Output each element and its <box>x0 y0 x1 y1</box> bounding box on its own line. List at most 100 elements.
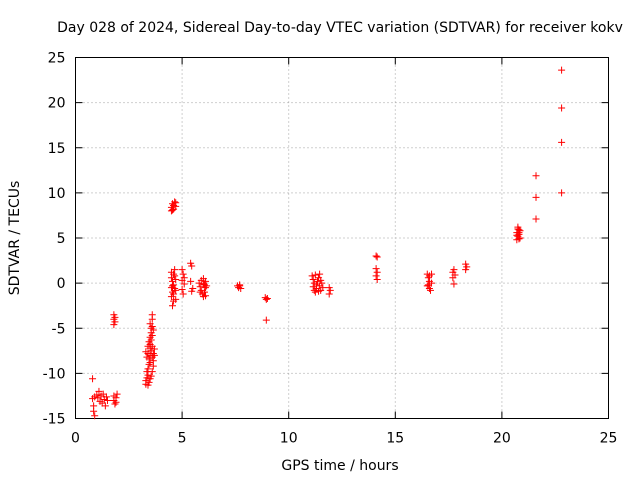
data-point <box>188 262 196 270</box>
data-point <box>450 280 458 288</box>
grid-lines <box>75 57 609 419</box>
data-point <box>95 387 103 395</box>
data-point <box>262 316 270 324</box>
data-point <box>172 199 180 207</box>
data-point <box>94 394 102 402</box>
data-point <box>428 279 436 287</box>
data-series-sdtvar <box>89 66 566 420</box>
data-point <box>451 271 459 279</box>
data-point <box>150 345 158 353</box>
y-axis-tick-labels: -15 -10 -5 0 5 10 15 20 25 <box>43 51 66 428</box>
data-point <box>514 225 522 233</box>
x-axis-tick-labels: 0 5 10 15 20 25 <box>71 431 617 447</box>
data-point <box>197 276 205 284</box>
data-point <box>424 281 432 289</box>
data-point <box>171 266 179 274</box>
data-point <box>172 276 180 284</box>
data-point <box>178 266 186 274</box>
data-point <box>111 318 119 326</box>
data-point <box>558 189 566 197</box>
data-point <box>263 294 271 302</box>
data-point <box>325 290 333 298</box>
data-point <box>462 266 470 274</box>
data-point <box>309 276 317 284</box>
data-point <box>372 272 380 280</box>
data-point <box>237 285 245 293</box>
y-tick-label: 10 <box>48 186 66 202</box>
data-point <box>558 66 566 74</box>
data-point <box>558 104 566 112</box>
data-point <box>199 280 207 288</box>
y-tick-label: 5 <box>57 231 66 247</box>
data-point <box>167 274 175 282</box>
chart-title: Day 028 of 2024, Sidereal Day-to-day VTE… <box>57 20 623 36</box>
y-tick-label: 25 <box>48 51 66 67</box>
data-point <box>148 322 156 330</box>
plot-frame <box>75 57 609 419</box>
data-point <box>148 368 156 376</box>
y-tick-label: 20 <box>48 96 66 112</box>
data-point <box>236 281 244 289</box>
data-point <box>203 282 211 290</box>
data-point <box>180 280 188 288</box>
data-point <box>262 295 270 303</box>
data-point <box>144 342 152 350</box>
data-point <box>196 288 204 296</box>
data-point <box>171 285 179 293</box>
data-point <box>450 266 458 274</box>
data-point <box>172 295 180 303</box>
data-point <box>515 229 523 237</box>
data-point <box>311 271 319 279</box>
data-point <box>317 286 325 294</box>
data-point <box>144 365 152 373</box>
x-tick-label: 10 <box>280 431 298 447</box>
data-point <box>197 286 205 294</box>
data-point <box>311 288 319 296</box>
data-point <box>170 281 178 289</box>
data-point <box>316 270 324 278</box>
y-tick-label: -15 <box>43 412 66 428</box>
data-point <box>171 272 179 280</box>
data-point <box>169 302 177 310</box>
data-point <box>179 270 187 278</box>
y-tick-label: 15 <box>48 141 66 157</box>
data-point <box>187 277 195 285</box>
data-point <box>101 402 109 410</box>
x-axis-label: GPS time / hours <box>281 458 398 474</box>
x-tick-label: 25 <box>600 431 618 447</box>
data-point <box>91 412 99 420</box>
data-point <box>148 311 156 319</box>
data-point <box>423 282 431 290</box>
data-point <box>169 206 177 214</box>
data-point <box>532 193 540 201</box>
y-tick-label: -5 <box>52 321 66 337</box>
data-point <box>372 265 380 273</box>
data-point <box>426 286 434 294</box>
data-point <box>373 268 381 276</box>
data-point <box>113 390 121 398</box>
y-tick-label: 0 <box>57 276 66 292</box>
data-point <box>150 351 158 359</box>
data-point <box>142 348 150 356</box>
data-point <box>532 215 540 223</box>
data-point <box>312 281 320 289</box>
data-point <box>373 253 381 261</box>
data-point <box>169 288 177 296</box>
data-point <box>171 198 179 206</box>
data-point <box>318 279 326 287</box>
data-point <box>170 270 178 278</box>
axis-ticks <box>75 57 609 419</box>
data-point <box>144 371 152 379</box>
data-point <box>309 283 317 291</box>
data-point <box>532 172 540 180</box>
data-point <box>149 326 157 334</box>
x-tick-label: 0 <box>71 431 80 447</box>
data-point <box>170 290 178 298</box>
data-point <box>189 285 197 293</box>
data-point <box>202 292 210 300</box>
data-point <box>144 381 152 389</box>
y-axis-label: SDTVAR / TECUs <box>7 181 23 296</box>
data-point <box>373 276 381 284</box>
data-point <box>111 400 119 408</box>
